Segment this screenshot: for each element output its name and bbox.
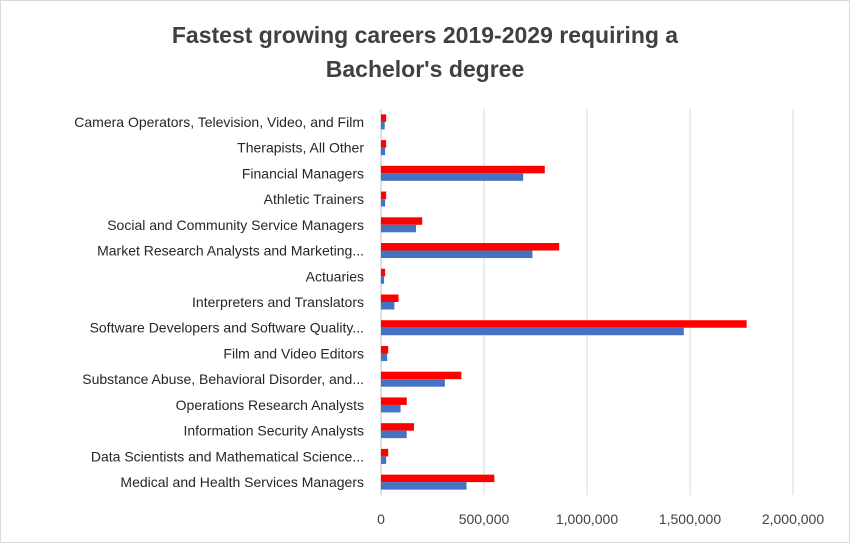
category-label: Interpreters and Translators <box>192 294 364 310</box>
bar-red <box>381 165 545 174</box>
bar-red <box>381 345 389 354</box>
category-label: Software Developers and Software Quality… <box>90 320 364 336</box>
category-label: Medical and Health Services Managers <box>120 474 364 490</box>
bar-blue <box>381 379 445 387</box>
chart-title: Fastest growing careers 2019-2029 requir… <box>0 18 850 86</box>
bar-red <box>381 474 495 483</box>
category-label: Actuaries <box>306 268 364 284</box>
bar-blue <box>381 147 386 156</box>
category-label: Operations Research Analysts <box>176 397 364 413</box>
bar-blue <box>381 353 388 361</box>
bar-blue <box>381 456 387 464</box>
category-label: Camera Operators, Television, Video, and… <box>74 114 364 130</box>
bar-red <box>381 397 407 405</box>
category-label: Substance Abuse, Behavioral Disorder, an… <box>82 371 364 387</box>
category-label: Financial Managers <box>242 165 364 181</box>
x-tick-label: 500,000 <box>459 511 510 527</box>
chart-title-line-2: Bachelor's degree <box>325 56 525 82</box>
bar-blue <box>381 430 407 439</box>
bar-red <box>381 114 387 122</box>
category-label: Market Research Analysts and Marketing..… <box>97 243 364 259</box>
x-tick-label: 1,500,000 <box>659 511 721 527</box>
category-label: Social and Community Service Managers <box>107 217 364 233</box>
category-label: Data Scientists and Mathematical Science… <box>91 448 364 464</box>
category-label: Therapists, All Other <box>237 140 364 156</box>
bar-blue <box>381 250 533 259</box>
x-tick-label: 0 <box>377 511 385 527</box>
bar-red <box>381 140 387 148</box>
chart-title-line-1: Fastest growing careers 2019-2029 requir… <box>171 22 679 48</box>
category-label: Athletic Trainers <box>264 191 364 207</box>
bar-blue <box>381 173 524 181</box>
category-label: Information Security Analysts <box>183 423 364 439</box>
bar-red <box>381 243 560 251</box>
bar-blue <box>381 404 401 413</box>
bar-red <box>381 371 462 380</box>
bar-blue <box>381 302 395 310</box>
bar-blue <box>381 482 467 490</box>
bar-red <box>381 191 387 200</box>
bar-red <box>381 320 747 328</box>
bar-red <box>381 423 414 431</box>
bar-blue <box>381 276 385 284</box>
x-tick-label: 2,000,000 <box>762 511 824 527</box>
bar-blue <box>381 121 385 130</box>
bar-blue <box>381 327 684 336</box>
category-label: Film and Video Editors <box>223 345 364 361</box>
bar-blue <box>381 199 386 207</box>
bar-red <box>381 294 399 302</box>
bar-blue <box>381 224 417 233</box>
bar-red <box>381 448 389 457</box>
bar-red <box>381 268 386 277</box>
x-tick-label: 1,000,000 <box>556 511 618 527</box>
bar-red <box>381 217 423 225</box>
